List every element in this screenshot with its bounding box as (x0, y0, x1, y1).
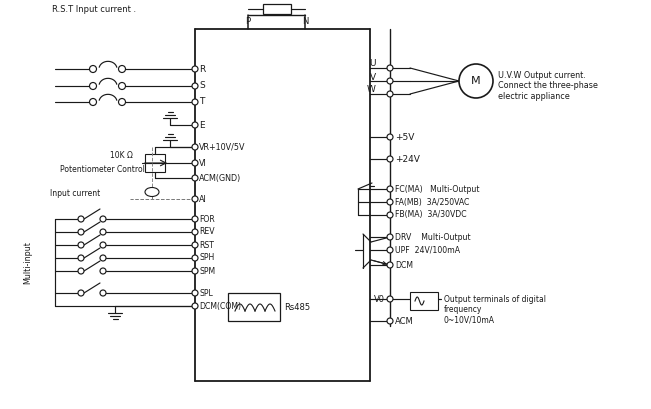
Text: REV: REV (199, 227, 214, 236)
Text: UPF  24V/100mA: UPF 24V/100mA (395, 245, 460, 254)
Circle shape (387, 134, 393, 140)
Circle shape (100, 216, 106, 222)
Circle shape (192, 83, 198, 89)
Circle shape (78, 268, 84, 274)
Circle shape (78, 255, 84, 261)
Text: +24V: +24V (395, 155, 420, 164)
Bar (410, 292, 438, 310)
Text: SPM: SPM (199, 267, 215, 276)
Circle shape (89, 99, 96, 106)
Text: SPH: SPH (199, 254, 214, 263)
Text: DCM(COM): DCM(COM) (199, 301, 241, 310)
Text: R.S.T Input current .: R.S.T Input current . (52, 5, 136, 14)
Text: VR+10V/5V: VR+10V/5V (199, 142, 245, 151)
Text: Output terminals of digital
frequency
0~10V/10mA: Output terminals of digital frequency 0~… (444, 295, 546, 325)
Text: W: W (367, 85, 376, 94)
Text: FOR: FOR (199, 214, 215, 223)
Circle shape (192, 196, 198, 202)
Text: E: E (199, 121, 204, 130)
Circle shape (192, 216, 198, 222)
Circle shape (387, 247, 393, 253)
Text: M: M (471, 76, 481, 86)
Circle shape (100, 268, 106, 274)
Circle shape (387, 296, 393, 302)
Circle shape (192, 242, 198, 248)
Circle shape (89, 83, 96, 90)
Circle shape (118, 65, 126, 72)
Text: DRV    Multi-Output: DRV Multi-Output (395, 232, 471, 241)
Circle shape (100, 242, 106, 248)
Circle shape (78, 216, 84, 222)
Circle shape (387, 156, 393, 162)
Text: RST: RST (199, 240, 214, 249)
Text: Input current: Input current (50, 189, 100, 198)
Circle shape (387, 262, 393, 268)
Text: V0: V0 (374, 294, 385, 303)
Circle shape (192, 160, 198, 166)
Text: SPL: SPL (199, 288, 213, 297)
Text: Multi-input: Multi-input (23, 241, 33, 284)
Circle shape (192, 229, 198, 235)
Circle shape (192, 268, 198, 274)
Circle shape (387, 212, 393, 218)
Ellipse shape (145, 187, 159, 196)
Circle shape (78, 229, 84, 235)
Circle shape (89, 65, 96, 72)
Circle shape (192, 144, 198, 150)
Circle shape (387, 65, 393, 71)
Bar (145, 154, 165, 172)
Bar (262, 4, 290, 14)
Circle shape (100, 290, 106, 296)
Circle shape (387, 186, 393, 192)
Text: P: P (245, 18, 251, 27)
Circle shape (78, 290, 84, 296)
Circle shape (192, 290, 198, 296)
Circle shape (192, 122, 198, 128)
Text: V: V (370, 72, 376, 81)
Circle shape (192, 255, 198, 261)
Circle shape (192, 175, 198, 181)
Text: N: N (302, 18, 308, 27)
Circle shape (387, 318, 393, 324)
Circle shape (100, 255, 106, 261)
Circle shape (387, 78, 393, 84)
Circle shape (192, 303, 198, 309)
Circle shape (387, 199, 393, 205)
Circle shape (459, 64, 493, 98)
Circle shape (78, 242, 84, 248)
Text: 10K Ω: 10K Ω (110, 151, 133, 160)
Text: FB(MA)  3A/30VDC: FB(MA) 3A/30VDC (395, 211, 467, 220)
Circle shape (100, 229, 106, 235)
Text: AI: AI (199, 195, 207, 204)
Circle shape (192, 99, 198, 105)
Bar (228, 293, 280, 321)
Text: DCM: DCM (395, 261, 413, 270)
Text: VI: VI (199, 159, 207, 168)
Text: U: U (370, 59, 376, 68)
Text: Potentiometer Control: Potentiometer Control (60, 166, 145, 175)
Text: ACM(GND): ACM(GND) (199, 173, 242, 182)
Text: Rs485: Rs485 (284, 303, 310, 312)
Circle shape (118, 99, 126, 106)
Text: S: S (199, 81, 205, 90)
Circle shape (387, 91, 393, 97)
Text: T: T (199, 97, 204, 106)
Text: R: R (199, 65, 205, 74)
Circle shape (118, 83, 126, 90)
Text: FA(MB)  3A/250VAC: FA(MB) 3A/250VAC (395, 198, 469, 207)
Circle shape (192, 66, 198, 72)
Text: +5V: +5V (395, 133, 415, 142)
Text: ACM: ACM (395, 317, 414, 326)
Circle shape (387, 234, 393, 240)
Text: U.V.W Output current.
Connect the three-phase
electric appliance: U.V.W Output current. Connect the three-… (498, 71, 598, 101)
Text: FC(MA)   Multi-Output: FC(MA) Multi-Output (395, 184, 480, 193)
